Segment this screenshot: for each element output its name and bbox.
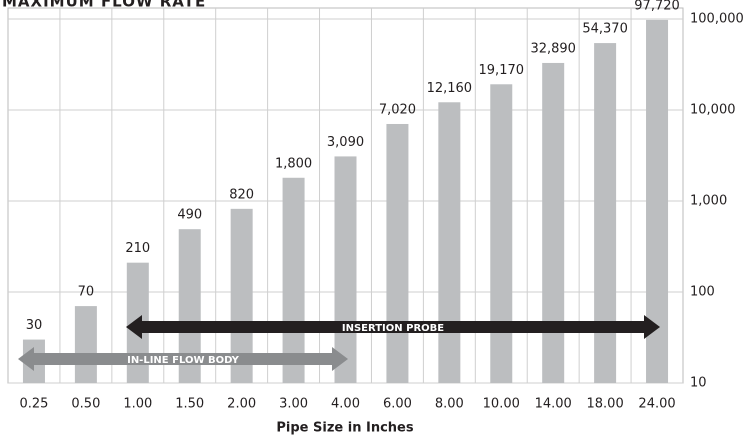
y-tick-label: 10,000 [690,103,736,118]
x-tick-label: 10.00 [483,397,520,412]
value-label: 490 [177,208,202,223]
bar [230,208,253,383]
x-tick-label: 3.00 [279,397,308,412]
bar [334,156,357,383]
bar [438,102,461,383]
value-label: 12,160 [427,81,473,96]
x-tick-label: 0.50 [71,397,100,412]
value-label: 7,020 [379,102,416,117]
y-tick-label: 10 [690,376,707,391]
x-tick-label: 1.50 [175,397,204,412]
chart-title: MAXIMUM FLOW RATE [2,0,206,11]
value-label: 820 [229,187,254,202]
x-tick-label: 1.00 [123,397,152,412]
y-tick-label: 100,000 [690,12,744,27]
value-label: 19,170 [479,63,525,78]
bar [594,43,617,383]
value-label: 3,090 [327,135,364,150]
value-label: 32,890 [530,41,576,56]
annotation-arrow [126,315,660,339]
x-tick-label: 24.00 [638,397,675,412]
value-label: 70 [78,285,95,300]
value-label: 97,720 [634,0,680,13]
x-tick-label: 8.00 [435,397,464,412]
annotation-label: INSERTION PROBE [342,323,444,334]
y-tick-label: 1,000 [690,194,727,209]
bar [542,62,565,383]
annotation-arrow [18,347,348,371]
value-label: 54,370 [582,22,628,37]
x-tick-label: 14.00 [535,397,572,412]
x-tick-label: 2.00 [227,397,256,412]
value-label: 210 [125,241,150,256]
bar [74,306,97,383]
x-tick-label: 6.00 [383,397,412,412]
bar [282,177,305,383]
bar [386,123,409,383]
x-tick-label: 0.25 [19,397,48,412]
value-label: 1,800 [275,156,312,171]
y-tick-label: 100 [690,285,715,300]
x-tick-label: 18.00 [587,397,624,412]
x-axis-label: Pipe Size in Inches [276,421,413,436]
bar [646,19,669,384]
x-tick-label: 4.00 [331,397,360,412]
annotation-label: IN-LINE FLOW BODY [127,355,240,366]
bar [178,229,201,383]
value-label: 30 [26,318,43,333]
bar [490,84,513,384]
